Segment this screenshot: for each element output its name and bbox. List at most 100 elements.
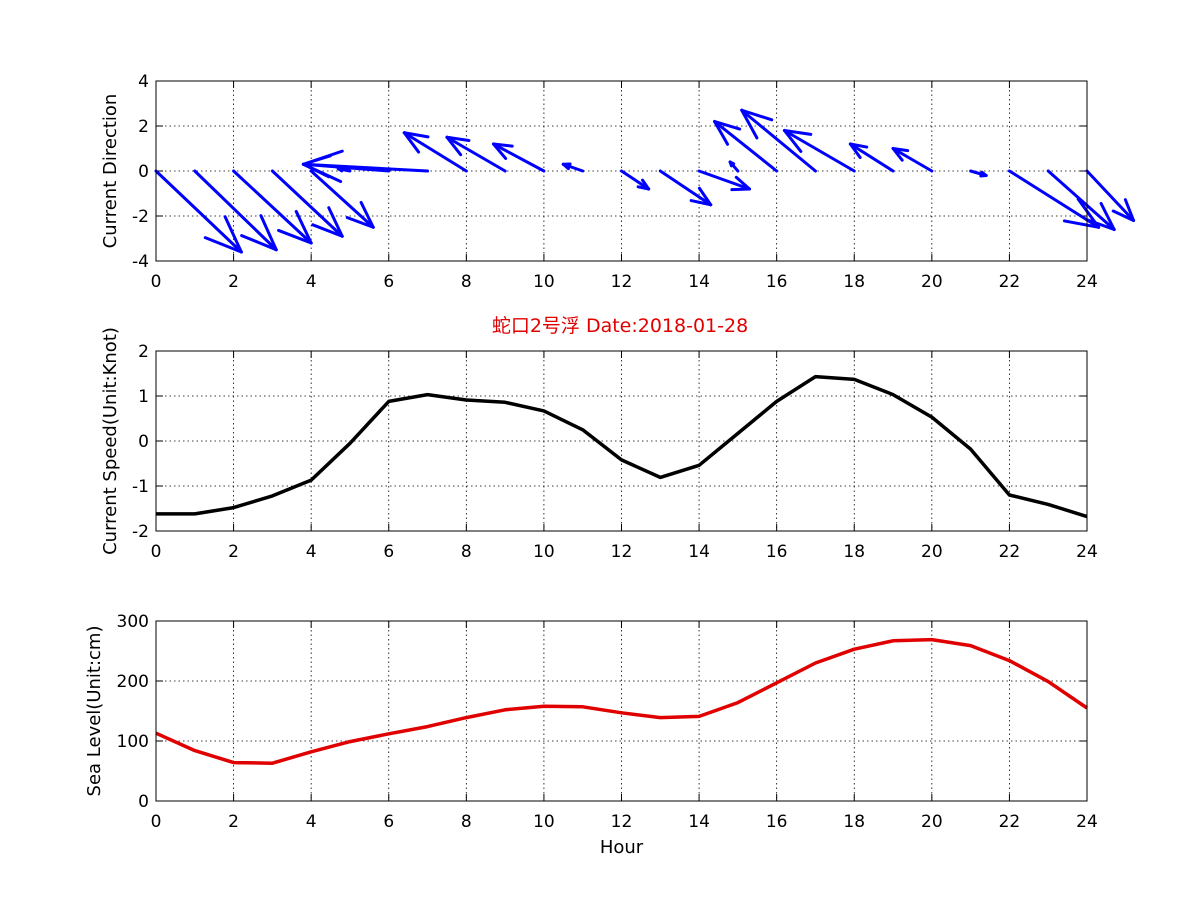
x-tick-label: 10 [533, 542, 555, 562]
arrow-head [1123, 198, 1136, 222]
arrow-shaft [697, 169, 752, 191]
arrow-shaft [232, 169, 313, 245]
x-tick-label: 18 [843, 272, 865, 292]
quiver-arrow [1007, 169, 1101, 229]
x-tick-label: 16 [766, 272, 788, 292]
x-tick-label: 2 [228, 542, 239, 562]
y-tick-label: 0 [138, 792, 149, 812]
x-tick-label: 16 [766, 812, 788, 832]
x-tick-label: 22 [999, 542, 1021, 562]
arrow-shaft [848, 142, 895, 173]
y-tick-label: -1 [132, 477, 149, 497]
arrow-head [782, 129, 803, 153]
arrow-shaft [782, 129, 856, 173]
quiver-arrow [1046, 169, 1116, 231]
arrow-head [491, 142, 508, 160]
arrow-head [491, 142, 514, 148]
arrow-shaft [891, 147, 934, 173]
quiver-arrow [232, 169, 313, 245]
arrow-shaft [309, 169, 375, 229]
arrow-head [203, 236, 243, 254]
arrow-head [240, 234, 278, 252]
x-tick-label: 20 [921, 542, 943, 562]
plot-frame [155, 620, 1088, 802]
x-tick-label: 0 [151, 542, 162, 562]
arrow-head [689, 199, 713, 207]
x-tick-label: 24 [1076, 812, 1098, 832]
x-tick-label: 12 [611, 542, 633, 562]
arrow-head [327, 206, 344, 238]
arrow-head [1099, 202, 1116, 231]
arrow-shaft [620, 169, 651, 191]
x-tick-label: 20 [921, 272, 943, 292]
y-tick-label: 2 [138, 117, 149, 137]
y-tick-label: 300 [117, 612, 149, 632]
arrow-head [848, 142, 869, 149]
quiver-arrow [402, 131, 468, 173]
quiver-arrow [891, 147, 934, 173]
y-tick-label: 200 [117, 672, 149, 692]
y-axis-label: Current Speed(Unit:Knot) [100, 327, 121, 555]
arrow-head [1085, 218, 1116, 231]
arrow-shaft [1007, 169, 1101, 229]
arrow-head [402, 131, 421, 154]
x-tick-label: 10 [533, 272, 555, 292]
arrow-head [359, 200, 375, 229]
y-tick-label: -4 [132, 252, 149, 272]
x-tick-label: 6 [383, 542, 394, 562]
figure-title: 蛇口2号浮 Date:2018-01-28 [492, 315, 748, 337]
y-tick-label: 1 [138, 387, 149, 407]
y-tick-label: 4 [138, 72, 149, 92]
x-tick-label: 22 [999, 812, 1021, 832]
quiver-arrow [713, 120, 779, 173]
x-tick-label: 18 [843, 812, 865, 832]
plot-frame [155, 350, 1088, 532]
x-tick-label: 4 [306, 812, 317, 832]
x-tick-label: 6 [383, 272, 394, 292]
x-tick-label: 0 [151, 812, 162, 832]
x-tick-label: 24 [1076, 272, 1098, 292]
arrow-head [445, 135, 463, 157]
arrow-head [1111, 209, 1136, 222]
y-tick-label: 0 [138, 162, 149, 182]
quiver-arrow [193, 169, 278, 252]
x-tick-label: 24 [1076, 542, 1098, 562]
x-tick-label: 14 [688, 542, 710, 562]
series-line [155, 637, 1088, 765]
quiver-arrow [697, 169, 752, 192]
arrow-head [636, 185, 651, 191]
arrow-head [891, 147, 904, 162]
arrow-head [277, 228, 313, 245]
quiver-arrow [154, 169, 243, 254]
quiver-arrow [445, 135, 507, 173]
quiver-arrow [969, 169, 988, 178]
quiver-arrow [309, 169, 375, 229]
quiver-arrow [270, 169, 344, 238]
x-tick-label: 22 [999, 272, 1021, 292]
y-tick-label: -2 [132, 207, 149, 227]
arrow-shaft [154, 169, 243, 254]
arrow-shaft [301, 162, 430, 173]
arrow-head [223, 215, 243, 254]
quiver-arrow [848, 142, 895, 173]
arrow-head [891, 147, 910, 153]
arrow-head [848, 142, 862, 159]
arrow-shaft [402, 131, 468, 173]
arrow-shaft [445, 135, 507, 173]
arrow-shaft [713, 120, 779, 173]
arrow-shaft [1085, 169, 1136, 222]
arrow-shaft [270, 169, 344, 238]
x-tick-label: 4 [306, 542, 317, 562]
arrow-shaft [740, 108, 817, 173]
x-tick-label: 12 [611, 272, 633, 292]
quiver-arrow [782, 129, 856, 173]
quiver-arrow [1085, 169, 1136, 222]
arrow-head [301, 149, 344, 166]
arrow-head [301, 162, 343, 184]
x-tick-label: 4 [306, 272, 317, 292]
y-axis-label: Current Direction [100, 94, 121, 249]
